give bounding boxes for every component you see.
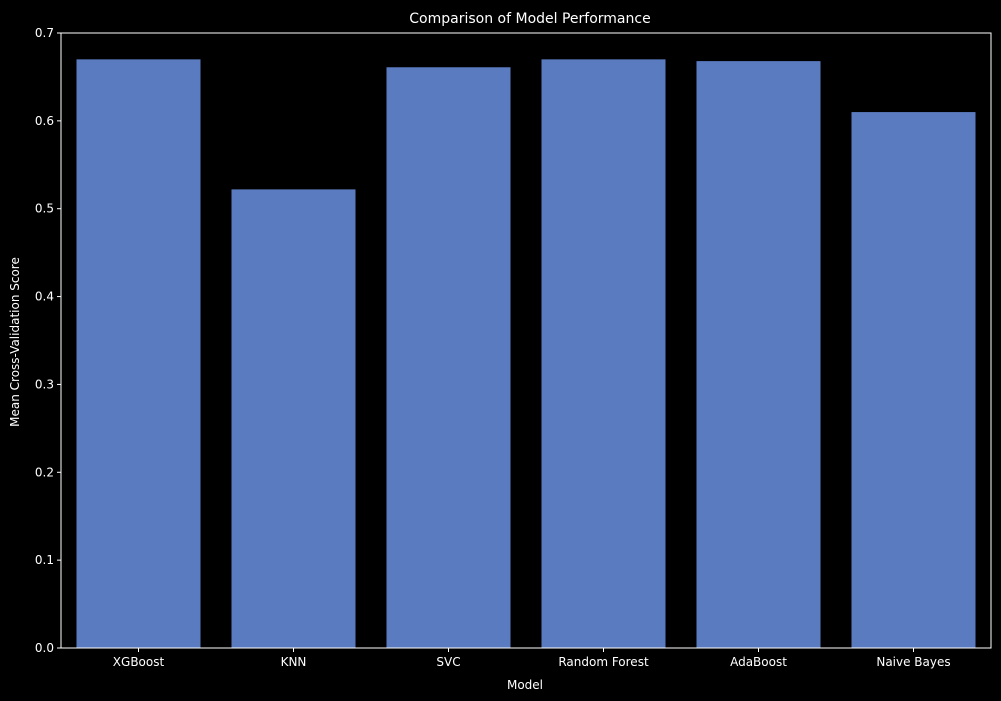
x-tick-label: Random Forest [558, 655, 649, 669]
x-axis-title: Model [507, 678, 543, 692]
x-tick-label: Naive Bayes [876, 655, 950, 669]
x-tick-label: SVC [436, 655, 460, 669]
bar-random-forest [541, 59, 666, 649]
y-tick-label: 0.1 [35, 553, 54, 567]
x-axis-ticks: XGBoost KNN SVC Random Forest AdaBoost Naive … [113, 648, 951, 669]
bar-adaboost [696, 61, 821, 649]
bar-svc [386, 67, 511, 648]
axes-frame [60, 32, 992, 649]
x-tick-label: AdaBoost [730, 655, 787, 669]
bar-knn [231, 189, 356, 648]
x-tick-label: XGBoost [113, 655, 165, 669]
chart-title: Comparison of Model Performance [409, 11, 650, 27]
y-tick-label: 0.3 [35, 377, 54, 391]
y-tick-label: 0.5 [35, 202, 54, 216]
y-tick-label: 0.2 [35, 465, 54, 479]
bars-group [76, 59, 976, 649]
y-axis-ticks: 0.0 0.1 0.2 0.3 0.4 0.5 0.6 0.7 [35, 26, 61, 655]
y-tick-label: 0.4 [35, 290, 54, 304]
y-axis-title: Mean Cross-Validation Score [8, 257, 22, 427]
y-tick-label: 0.6 [35, 114, 54, 128]
bar-naive-bayes [851, 112, 976, 649]
y-tick-label: 0.0 [35, 641, 54, 655]
x-tick-label: KNN [281, 655, 307, 669]
y-tick-label: 0.7 [35, 26, 54, 40]
bar-xgboost [76, 59, 201, 649]
